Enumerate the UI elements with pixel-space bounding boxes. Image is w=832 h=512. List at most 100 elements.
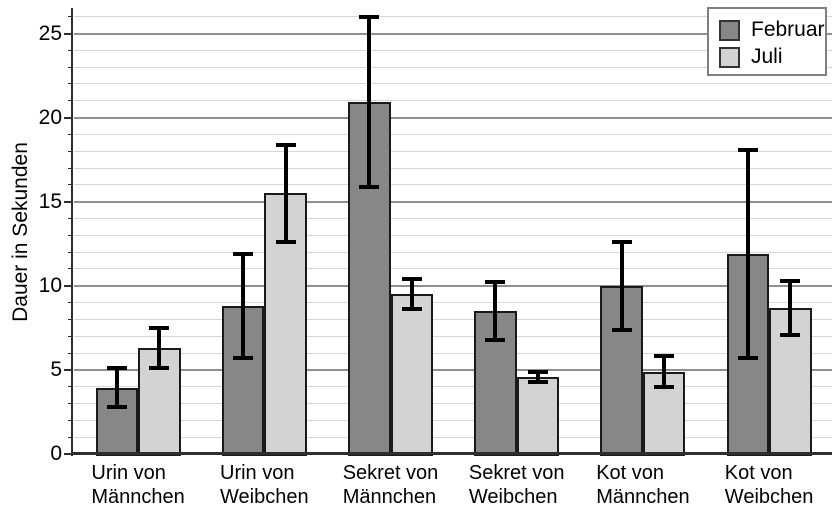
y-tick-minor <box>68 218 72 220</box>
x-category-label: Urin von Weibchen <box>220 462 309 508</box>
y-tick-label: 20 <box>38 105 62 129</box>
legend-label-juli: Juli <box>751 45 783 68</box>
error-bar-line <box>493 282 498 340</box>
gridline-minor <box>74 234 832 236</box>
y-tick-label: 0 <box>50 442 62 465</box>
y-tick-major <box>64 200 72 203</box>
gridline-minor <box>74 49 832 51</box>
error-bar-line <box>662 356 667 387</box>
gridline-minor <box>74 386 832 388</box>
y-tick-minor <box>68 150 72 152</box>
y-tick-major <box>64 368 72 371</box>
error-bar-cap <box>611 327 632 332</box>
juli-color-swatch <box>719 46 740 68</box>
gridline-minor <box>74 83 832 85</box>
error-bar-line <box>157 327 162 369</box>
error-bar-cap <box>275 240 296 245</box>
error-bar-cap <box>233 356 254 361</box>
legend: Februar Juli <box>707 7 827 76</box>
error-bar-cap <box>485 280 506 285</box>
error-bar-cap <box>780 278 801 283</box>
gridline-minor <box>74 100 832 102</box>
y-tick-minor <box>68 100 72 102</box>
gridline-minor <box>74 16 832 18</box>
gridline-minor <box>74 335 832 337</box>
y-tick-minor <box>68 403 72 405</box>
y-axis-line <box>71 8 73 456</box>
error-bar-line <box>535 371 540 382</box>
y-tick-minor <box>68 419 72 421</box>
legend-label-februar: Februar <box>751 18 825 41</box>
y-tick-minor <box>68 386 72 388</box>
gridline-minor <box>74 150 832 152</box>
error-bar-cap <box>654 354 675 359</box>
y-tick-minor <box>68 66 72 68</box>
y-tick-minor <box>68 49 72 51</box>
bar-juli-3 <box>390 294 433 456</box>
y-tick-minor <box>68 352 72 354</box>
legend-item-februar: Februar <box>719 18 825 41</box>
x-axis-line <box>71 452 832 455</box>
gridline-major <box>74 200 832 203</box>
gridline-major <box>74 32 832 35</box>
gridline-minor <box>74 436 832 438</box>
legend-item-juli: Juli <box>719 45 825 68</box>
error-bar-cap <box>654 384 675 389</box>
y-tick-minor <box>68 234 72 236</box>
error-bar-cap <box>149 366 170 371</box>
error-bar-line <box>788 280 793 335</box>
gridline-minor <box>74 251 832 253</box>
gridline-major <box>74 116 832 119</box>
error-bar-cap <box>106 366 127 371</box>
error-bar-cap <box>275 142 296 147</box>
error-bar-line <box>367 16 372 187</box>
y-tick-major <box>64 116 72 119</box>
bar-juli-4 <box>516 376 560 456</box>
gridline-minor <box>74 352 832 354</box>
gridline-minor <box>74 184 832 186</box>
y-tick-major <box>64 32 72 35</box>
gridline-major <box>74 284 832 287</box>
gridline-major <box>74 368 832 371</box>
error-bar-cap <box>485 337 506 342</box>
y-tick-minor <box>68 167 72 169</box>
y-tick-major <box>64 453 72 455</box>
y-tick-minor <box>68 184 72 186</box>
y-tick-label: 5 <box>50 357 62 381</box>
y-tick-label: 10 <box>38 273 62 297</box>
gridline-minor <box>74 419 832 421</box>
x-category-label: Kot von Weibchen <box>724 462 814 508</box>
x-category-label: Urin von Männchen <box>91 462 185 508</box>
error-bar-cap <box>527 369 548 374</box>
error-bar-line <box>619 242 624 330</box>
y-tick-minor <box>68 268 72 270</box>
y-tick-minor <box>68 83 72 85</box>
gridline-minor <box>74 66 832 68</box>
error-bar-cap <box>737 147 758 152</box>
error-bar-line <box>409 279 414 310</box>
y-tick-label: 15 <box>38 189 62 213</box>
gridline-minor <box>74 218 832 220</box>
gridline-minor <box>74 268 832 270</box>
gridline-minor <box>74 302 832 304</box>
error-bar-cap <box>233 251 254 256</box>
error-bar-cap <box>106 404 127 409</box>
error-bar-cap <box>737 356 758 361</box>
y-tick-minor <box>68 318 72 320</box>
y-tick-minor <box>68 16 72 18</box>
y-tick-minor <box>68 251 72 253</box>
y-tick-label: 25 <box>38 21 62 45</box>
error-bar-cap <box>401 277 422 282</box>
error-bar-cap <box>401 307 422 312</box>
gridline-minor <box>74 318 832 320</box>
error-bar-cap <box>527 379 548 384</box>
y-tick-minor <box>68 436 72 438</box>
gridline-minor <box>74 403 832 405</box>
error-bar-cap <box>149 325 170 330</box>
x-category-label: Sekret von Weibchen <box>468 462 565 508</box>
error-bar-line <box>745 149 750 359</box>
y-tick-minor <box>68 133 72 135</box>
error-bar-line <box>114 368 119 407</box>
gridline-minor <box>74 167 832 169</box>
